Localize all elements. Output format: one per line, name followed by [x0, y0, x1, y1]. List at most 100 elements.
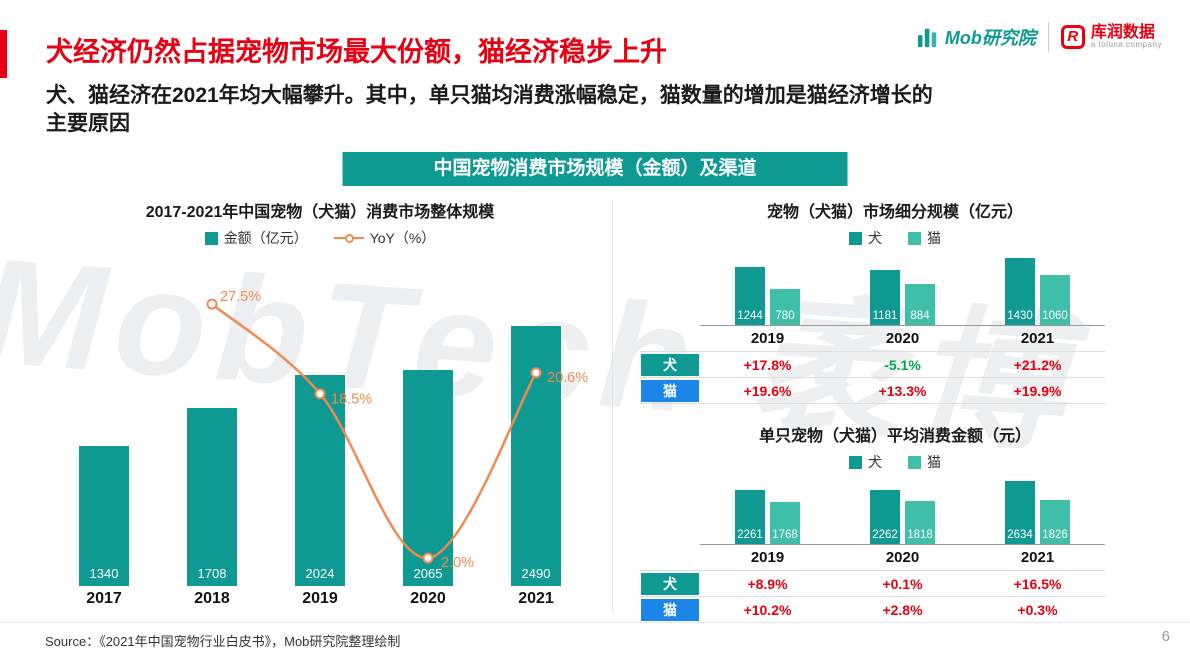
- page-title: 犬经济仍然占据宠物市场最大份额，猫经济稳步上升: [46, 37, 667, 67]
- segment-chart-title: 宠物（犬猫）市场细分规模（亿元）: [766, 204, 1023, 221]
- yoy-legend-item: YoY（%）: [333, 228, 436, 248]
- overall-legend: 金额（亿元） YoY（%）: [40, 228, 600, 248]
- pct-cell: +13.3%: [878, 382, 927, 399]
- segment-legend: 犬 猫: [640, 228, 1150, 248]
- section-banner: 中国宠物消费市场规模（金额）及渠道: [342, 152, 848, 186]
- right-column: 宠物（犬猫）市场细分规模（亿元） 犬 猫 1244 780 1181 884 1430 1…: [640, 198, 1150, 623]
- amount-legend-swatch: [204, 231, 218, 245]
- pct-cell: +10.2%: [743, 601, 792, 618]
- overall-plot: 27.5% 18.5% 2.0% 20.6% 1340 1708 2024 2065 2490: [50, 256, 590, 586]
- row-chip-cell: 犬: [640, 353, 700, 376]
- yoy-legend-label: YoY（%）: [369, 230, 436, 246]
- cat-legend-swatch: [908, 231, 921, 245]
- bar-group-2020: 2262 1818: [835, 489, 970, 544]
- bar-猫-2021: 1826: [1040, 500, 1070, 544]
- bar-猫-2021: 1060: [1040, 275, 1070, 325]
- bar-value: 2065: [413, 566, 443, 581]
- row-chip-cell: 猫: [640, 598, 700, 621]
- row-chip: 犬: [641, 353, 699, 376]
- dog-legend-item: 犬: [849, 452, 882, 472]
- x-label: 2017: [86, 590, 122, 607]
- cat-legend-label: 猫: [927, 230, 941, 246]
- pct-cell: +21.2%: [1013, 356, 1062, 373]
- pct-cell: +8.9%: [747, 575, 788, 592]
- pct-cell: +19.9%: [1013, 382, 1062, 399]
- bar-group-2019: 2261 1768: [700, 489, 835, 544]
- bar-犬-2021: 1430: [1005, 258, 1035, 325]
- bar-猫-2020: 884: [905, 283, 935, 325]
- bar-value: 1181: [872, 310, 898, 322]
- segment-plot: 1244 780 1181 884 1430 1060: [700, 256, 1105, 326]
- x-label: 2020: [410, 590, 446, 607]
- bar-value: 780: [775, 310, 795, 322]
- overall-xaxis: 2017 2018 2019 2020 2021: [50, 590, 590, 608]
- bar-value: 2024: [305, 566, 335, 581]
- x-label: 2018: [194, 590, 230, 607]
- pct-cell: +17.8%: [743, 356, 792, 373]
- bar-group-2021: 1430 1060: [970, 258, 1105, 325]
- pct-cell: +16.5%: [1013, 575, 1062, 592]
- row-chip: 犬: [641, 572, 699, 595]
- yoy-legend-marker: [333, 233, 364, 243]
- amount-legend-label: 金额（亿元）: [223, 230, 308, 246]
- bar-value: 1340: [89, 566, 119, 581]
- table-year: 2019: [750, 549, 785, 566]
- row-chip-cell: 犬: [640, 572, 700, 595]
- bar-猫-2020: 1818: [905, 500, 935, 544]
- table-row: 犬 +17.8% -5.1% +21.2%: [640, 352, 1105, 378]
- cat-legend-swatch: [908, 455, 921, 469]
- table-header-row: 2019 2020 2021: [640, 326, 1105, 352]
- cat-legend-item: 猫: [908, 228, 941, 248]
- bar-猫-2019: 1768: [770, 501, 800, 544]
- page-subtitle: 犬、猫经济在2021年均大幅攀升。其中，单只猫均消费涨幅稳定，猫数量的增加是猫经…: [46, 84, 933, 136]
- bar-value: 1768: [772, 529, 798, 541]
- mob-logo: Mob研究院: [917, 24, 1036, 50]
- bar-value: 2490: [521, 566, 551, 581]
- kurun-logo-text: 库润数据: [1090, 23, 1155, 41]
- bar-group-2021: 2634 1826: [970, 481, 1105, 544]
- bar-2021: 2490: [511, 326, 561, 586]
- vertical-divider: [612, 200, 613, 612]
- row-chip-cell: 猫: [640, 379, 700, 402]
- table-row: 猫 +19.6% +13.3% +19.9%: [640, 378, 1105, 404]
- bar-group-2019: 1244 780: [700, 266, 835, 325]
- overall-chart-title: 2017-2021年中国宠物（犬猫）消费市场整体规模: [145, 204, 495, 221]
- table-year: 2020: [885, 549, 920, 566]
- bar-value: 1818: [907, 529, 933, 541]
- table-year: 2021: [1020, 330, 1055, 347]
- mob-logo-text: Mob研究院: [944, 28, 1036, 48]
- bar-value: 1430: [1007, 310, 1033, 322]
- average-chart-title: 单只宠物（犬猫）平均消费金额（元）: [758, 428, 1031, 445]
- table-row: 犬 +8.9% +0.1% +16.5%: [640, 571, 1105, 597]
- pct-cell: -5.1%: [884, 356, 921, 373]
- segment-chart: 宠物（犬猫）市场细分规模（亿元） 犬 猫 1244 780 1181 884 1430 1…: [640, 198, 1150, 404]
- yoy-label: 18.5%: [331, 392, 372, 408]
- kurun-logo-texts: 库润数据 a toluna company: [1091, 24, 1162, 50]
- average-plot: 2261 1768 2262 1818 2634 1826: [700, 480, 1105, 545]
- pct-cell: +2.8%: [882, 601, 923, 618]
- table-header-row: 2019 2020 2021: [640, 545, 1105, 571]
- bar-value: 1826: [1042, 529, 1068, 541]
- amount-legend-item: 金额（亿元）: [204, 228, 308, 248]
- bar-value: 1708: [197, 566, 227, 581]
- mob-logo-icon: [917, 28, 937, 48]
- kurun-logo-icon: R: [1060, 24, 1085, 49]
- table-year: 2020: [885, 330, 920, 347]
- bar-2017: 1340: [79, 446, 129, 586]
- row-chip: 猫: [641, 598, 699, 621]
- yoy-point: [314, 388, 326, 400]
- table-year: 2021: [1020, 549, 1055, 566]
- kurun-logo-subtext: a toluna company: [1090, 40, 1162, 50]
- dog-legend-swatch: [849, 455, 862, 469]
- yoy-point: [422, 552, 434, 564]
- dog-legend-swatch: [849, 231, 862, 245]
- bar-value: 1060: [1042, 310, 1068, 322]
- yoy-line: [211, 303, 538, 560]
- kurun-logo: R 库润数据 a toluna company: [1060, 24, 1162, 50]
- x-label: 2021: [518, 590, 554, 607]
- pct-cell: +0.1%: [882, 575, 923, 592]
- yoy-label: 20.6%: [547, 370, 588, 386]
- row-chip: 猫: [641, 379, 699, 402]
- title-accent-bar: [0, 30, 7, 78]
